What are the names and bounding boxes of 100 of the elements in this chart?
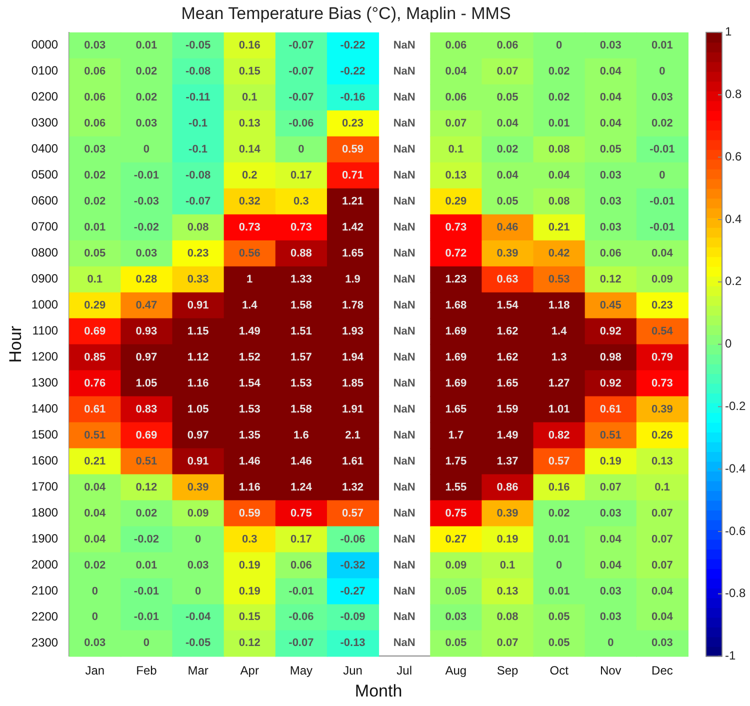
x-tick-label: Feb	[136, 664, 158, 678]
color-bar-label: -0.6	[725, 524, 746, 538]
text: NaN	[393, 299, 416, 312]
data-label: -0.04	[185, 611, 212, 624]
data-label: 0.02	[652, 117, 673, 130]
data-label: 1.55	[445, 481, 467, 494]
data-label: 0.13	[445, 169, 467, 182]
data-label: 0.82	[548, 429, 570, 442]
data-label: 0.06	[496, 39, 518, 52]
color-bar-label: 0.6	[725, 149, 742, 164]
data-label: -0.08	[185, 169, 211, 182]
data-label: 1.51	[290, 325, 312, 338]
data-label: 1.35	[238, 429, 260, 442]
y-tick-label: 1300	[31, 376, 58, 390]
data-label: 1.62	[496, 325, 518, 338]
data-label: 0.1	[87, 273, 103, 286]
data-label: 1.24	[290, 481, 313, 494]
text: NaN	[393, 559, 416, 572]
data-label: 0.03	[445, 611, 467, 624]
data-label: 0.12	[136, 481, 158, 494]
data-label: 0.03	[652, 637, 673, 650]
data-label: -0.01	[134, 169, 159, 182]
data-label: 0.17	[290, 169, 312, 182]
data-label: 1.7	[448, 429, 464, 442]
data-label: 0.04	[652, 611, 674, 624]
text: NaN	[393, 429, 416, 442]
color-bar-label: -0.8	[725, 586, 746, 600]
data-label: 0.51	[136, 455, 158, 468]
data-label: 0	[143, 637, 150, 650]
data-label: 0.72	[445, 247, 467, 260]
text: NaN	[393, 143, 416, 156]
x-tick-label: Sep	[496, 664, 518, 678]
data-label: 0.97	[136, 351, 158, 364]
data-label: 0.04	[84, 481, 106, 494]
data-label: 0.12	[238, 637, 260, 650]
data-label: 0.56	[238, 247, 260, 260]
data-label: 0.88	[290, 247, 312, 260]
data-label: -0.27	[340, 585, 366, 598]
data-label: 0.06	[84, 91, 106, 104]
data-label: 0.85	[84, 351, 106, 364]
data-label: 1.91	[342, 403, 364, 416]
data-label: -0.07	[288, 65, 314, 78]
data-label: 0.13	[496, 585, 518, 598]
x-tick-label: Jan	[85, 664, 105, 678]
data-label: 0.03	[84, 39, 106, 52]
data-label: 0.03	[600, 39, 622, 52]
data-label: 0.03	[600, 611, 622, 624]
data-label: -0.07	[288, 637, 314, 650]
data-label: 1.27	[548, 377, 570, 390]
y-tick-label: 0200	[31, 90, 58, 104]
data-label: 1.94	[342, 351, 364, 364]
x-tick-label: Dec	[652, 664, 673, 678]
data-label: 0.05	[445, 637, 467, 650]
data-label: 0.69	[84, 325, 106, 338]
data-label: 0	[556, 39, 562, 52]
data-label: 0.57	[342, 507, 364, 520]
data-label: 0.92	[600, 325, 622, 338]
data-label: 1.53	[290, 377, 312, 390]
data-label: 0.21	[548, 221, 570, 234]
data-label: 0.01	[84, 221, 106, 234]
data-label: 0.63	[496, 273, 518, 286]
data-label: 0	[659, 65, 666, 78]
data-label: 0.04	[652, 247, 674, 260]
chart-title: Mean Temperature Bias (°C), Maplin - MMS	[181, 4, 511, 23]
data-label: 0.02	[548, 91, 570, 104]
data-label: 0.1	[500, 559, 516, 572]
data-label: 0.02	[84, 195, 106, 208]
data-label: -0.08	[185, 65, 211, 78]
data-label: 0.03	[652, 91, 673, 104]
data-label: 1.59	[496, 403, 518, 416]
data-label: 0.3	[242, 533, 258, 546]
y-tick-label: 0700	[31, 220, 58, 234]
data-label: 1.6	[294, 429, 309, 442]
y-tick-label: 1600	[31, 454, 58, 468]
data-label: 0.04	[600, 117, 622, 130]
data-label: 0.39	[187, 481, 209, 494]
data-label: 0.93	[136, 325, 158, 338]
data-label: 0.07	[652, 559, 673, 572]
data-label: 0	[608, 637, 614, 650]
data-label: 1.49	[238, 325, 260, 338]
data-label: 0.04	[496, 117, 520, 130]
text: NaN	[393, 117, 416, 130]
text: NaN	[393, 273, 416, 286]
color-bar-label: -0.2	[725, 398, 746, 413]
data-label: 0.42	[548, 247, 570, 260]
data-label: 1.69	[445, 377, 467, 390]
data-label: 0.01	[136, 559, 158, 572]
data-label: 1.68	[445, 299, 467, 312]
data-label: 1.37	[496, 455, 518, 468]
data-label: -0.09	[340, 611, 366, 624]
data-label: -0.05	[185, 39, 211, 52]
data-label: 0.01	[548, 585, 570, 598]
data-label: 1.15	[187, 325, 209, 338]
data-label: 1.54	[238, 377, 262, 390]
data-label: 0.04	[84, 533, 106, 546]
data-label: 0.01	[652, 39, 673, 52]
data-label: 1.4	[551, 325, 568, 338]
color-bar-label: 0.2	[725, 274, 742, 288]
data-label: 0.03	[84, 637, 106, 650]
data-label: 0.07	[600, 481, 622, 494]
